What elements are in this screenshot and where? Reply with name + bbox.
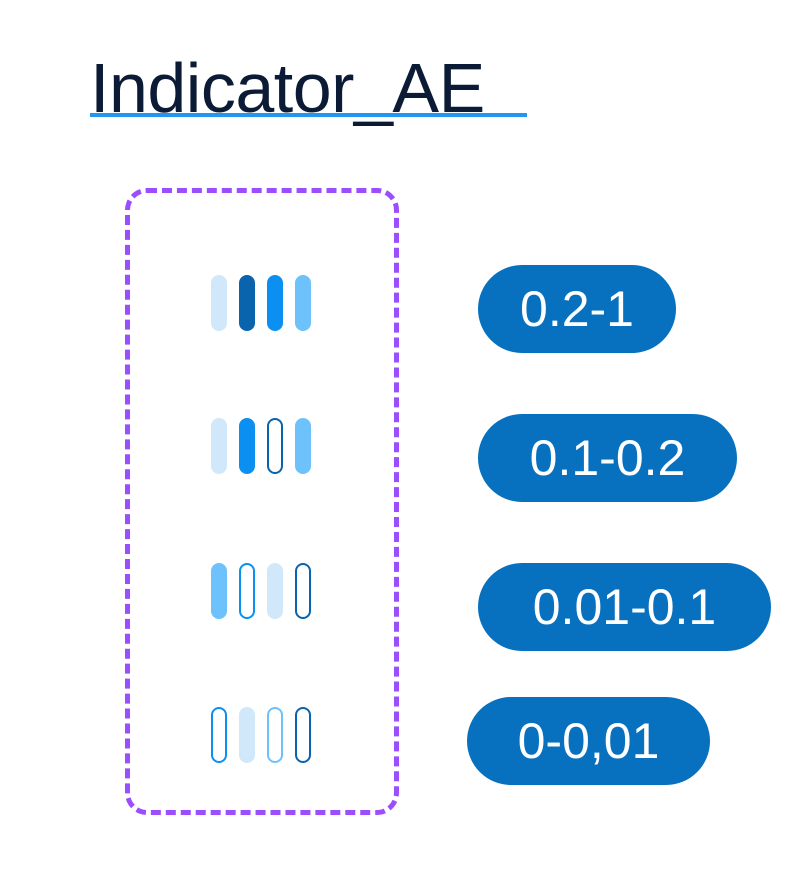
indicator-icon bbox=[211, 563, 311, 619]
range-badge: 0.2-1 bbox=[478, 265, 676, 353]
indicator-bar bbox=[211, 275, 227, 331]
range-badge: 0.1-0.2 bbox=[478, 414, 737, 502]
indicator-bar bbox=[211, 707, 227, 763]
indicator-bar bbox=[239, 707, 255, 763]
indicator-bar bbox=[295, 418, 311, 474]
range-badge: 0.01-0.1 bbox=[478, 563, 771, 651]
indicator-bar bbox=[267, 275, 283, 331]
range-badge: 0-0,01 bbox=[467, 697, 710, 785]
indicator-bar bbox=[211, 418, 227, 474]
indicator-icon bbox=[211, 418, 311, 474]
indicator-icon bbox=[211, 707, 311, 763]
title-underline bbox=[90, 113, 527, 117]
indicator-bar bbox=[295, 275, 311, 331]
indicator-bar bbox=[295, 707, 311, 763]
indicator-group-frame bbox=[125, 188, 399, 815]
indicator-bar bbox=[267, 418, 283, 474]
indicator-bar bbox=[267, 563, 283, 619]
indicator-bar bbox=[239, 563, 255, 619]
indicator-bar bbox=[295, 563, 311, 619]
indicator-icon bbox=[211, 275, 311, 331]
indicator-bar bbox=[239, 418, 255, 474]
indicator-bar bbox=[211, 563, 227, 619]
indicator-bar bbox=[239, 275, 255, 331]
indicator-bar bbox=[267, 707, 283, 763]
